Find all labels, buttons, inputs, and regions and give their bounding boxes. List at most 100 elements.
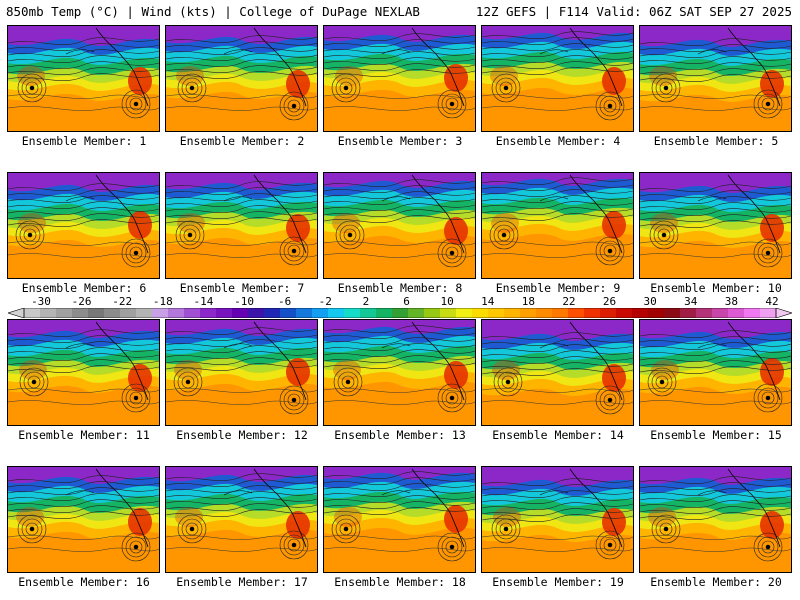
colorbar-tick-label: 2: [362, 295, 370, 308]
ensemble-map-1: [7, 25, 160, 132]
colorbar-segment: [456, 308, 473, 318]
member-label: Ensemble Member: 6: [21, 281, 147, 295]
ensemble-map-13: [323, 319, 476, 426]
ensemble-map-15: [639, 319, 792, 426]
colorbar-segment: [56, 308, 73, 318]
ensemble-map-12: [165, 319, 318, 426]
colorbar-segment: [472, 308, 489, 318]
colorbar-segment: [168, 308, 185, 318]
member-label: Ensemble Member: 12: [176, 428, 308, 442]
colorbar-tick-label: -6: [278, 295, 292, 308]
ensemble-map-18: [323, 466, 476, 573]
colorbar-segment: [744, 308, 761, 318]
ensemble-map-16: [7, 466, 160, 573]
ensemble-map-14: [481, 319, 634, 426]
member-label: Ensemble Member: 10: [650, 281, 782, 295]
colorbar-segment: [280, 308, 297, 318]
map-title: 850mb Temp (°C) | Wind (kts) | College o…: [6, 4, 420, 19]
colorbar-segment: [600, 308, 617, 318]
colorbar-max-arrow: [775, 308, 792, 318]
colorbar-segment: [184, 308, 201, 318]
colorbar-segment: [328, 308, 345, 318]
colorbar-segment: [552, 308, 569, 318]
colorbar-tick-label: -26: [71, 295, 92, 308]
colorbar-segment: [296, 308, 313, 318]
member-label: Ensemble Member: 9: [495, 281, 621, 295]
temperature-colorbar: [8, 308, 792, 318]
colorbar-segment: [696, 308, 713, 318]
colorbar-tick-label: -10: [234, 295, 254, 308]
member-label: Ensemble Member: 3: [337, 134, 463, 148]
colorbar-tick-label: 10: [440, 295, 454, 308]
member-label: Ensemble Member: 16: [18, 575, 150, 589]
colorbar-segment: [136, 308, 153, 318]
colorbar-segment: [408, 308, 425, 318]
colorbar-segment: [232, 308, 249, 318]
ensemble-map-10: [639, 172, 792, 279]
ensemble-map-9: [481, 172, 634, 279]
ensemble-map-5: [639, 25, 792, 132]
member-label: Ensemble Member: 11: [18, 428, 150, 442]
member-label: Ensemble Member: 8: [337, 281, 463, 295]
ensemble-map-6: [7, 172, 160, 279]
colorbar-segment: [216, 308, 233, 318]
colorbar-tick-label: -30: [31, 295, 51, 308]
colorbar-segment: [40, 308, 57, 318]
member-label: Ensemble Member: 17: [176, 575, 308, 589]
ensemble-map-19: [481, 466, 634, 573]
colorbar-tick-label: 42: [765, 295, 779, 308]
member-label: Ensemble Member: 7: [179, 281, 305, 295]
colorbar-tick-label: -14: [193, 295, 214, 308]
colorbar-segment: [440, 308, 457, 318]
ensemble-map-11: [7, 319, 160, 426]
colorbar-segment: [536, 308, 553, 318]
colorbar-segment: [344, 308, 361, 318]
colorbar-segment: [120, 308, 137, 318]
colorbar-segment: [264, 308, 281, 318]
colorbar-segment: [616, 308, 633, 318]
colorbar-segment: [376, 308, 393, 318]
colorbar-tick-label: 38: [724, 295, 738, 308]
colorbar-segment: [24, 308, 41, 318]
member-label: Ensemble Member: 5: [653, 134, 779, 148]
colorbar-segment: [392, 308, 409, 318]
colorbar-segment: [712, 308, 729, 318]
colorbar-segment: [648, 308, 665, 318]
member-label: Ensemble Member: 20: [650, 575, 782, 589]
colorbar-segment: [248, 308, 265, 318]
colorbar-segment: [584, 308, 601, 318]
colorbar-tick-label: 34: [684, 295, 698, 308]
ensemble-map-2: [165, 25, 318, 132]
colorbar-segment: [632, 308, 649, 318]
colorbar-segment: [760, 308, 777, 318]
colorbar-tick-label: 18: [521, 295, 535, 308]
colorbar-segment: [200, 308, 217, 318]
member-label: Ensemble Member: 14: [492, 428, 624, 442]
colorbar-segment: [360, 308, 377, 318]
ensemble-map-17: [165, 466, 318, 573]
colorbar-segment: [88, 308, 105, 318]
colorbar-tick-label: 26: [602, 295, 617, 308]
colorbar-segment: [488, 308, 505, 318]
colorbar-segment: [72, 308, 89, 318]
ensemble-map-8: [323, 172, 476, 279]
colorbar-tick-label: -2: [318, 295, 332, 308]
ensemble-map-3: [323, 25, 476, 132]
member-label: Ensemble Member: 2: [179, 134, 305, 148]
ensemble-map-20: [639, 466, 792, 573]
colorbar-segment: [312, 308, 329, 318]
member-label: Ensemble Member: 15: [650, 428, 782, 442]
colorbar-segment: [104, 308, 121, 318]
colorbar-tick-label: -18: [152, 295, 173, 308]
colorbar-tick-label: -22: [112, 295, 133, 308]
colorbar-segment: [424, 308, 441, 318]
member-label: Ensemble Member: 13: [334, 428, 466, 442]
member-label: Ensemble Member: 4: [495, 134, 621, 148]
member-label: Ensemble Member: 1: [21, 134, 147, 148]
colorbar-segment: [664, 308, 681, 318]
member-label: Ensemble Member: 18: [334, 575, 466, 589]
colorbar-tick-label: 30: [643, 295, 657, 308]
colorbar-segment: [728, 308, 745, 318]
run-valid-time: 12Z GEFS | F114 Valid: 06Z SAT SEP 27 20…: [475, 4, 792, 19]
ensemble-map-7: [165, 172, 318, 279]
